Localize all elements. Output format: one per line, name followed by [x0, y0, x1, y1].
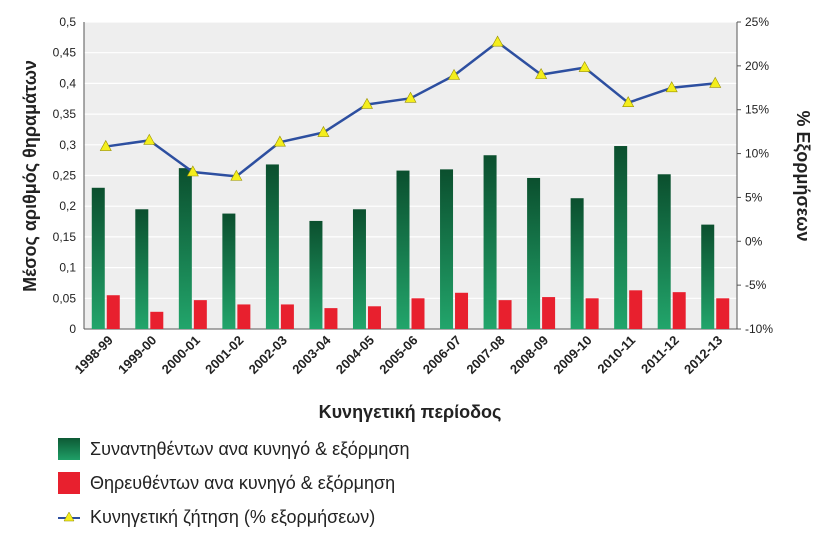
- demand-marker: [491, 35, 504, 47]
- y2-tick-label: -10%: [745, 322, 773, 336]
- bar-harvested: [367, 306, 381, 329]
- x-tick-label: 2011-12: [638, 333, 682, 377]
- demand-marker: [622, 96, 635, 107]
- grid: [83, 21, 738, 330]
- demand-marker: [535, 68, 548, 79]
- demand-marker: [360, 97, 373, 109]
- bar-encountered: [527, 177, 541, 329]
- bar-encountered: [701, 224, 715, 329]
- y-tick-label: 0,05: [53, 291, 77, 305]
- bar-harvested: [280, 304, 294, 329]
- bar-harvested: [629, 290, 643, 329]
- y2-tick-label: 20%: [745, 59, 769, 73]
- y-tick-label: 0,5: [59, 15, 76, 29]
- line-triangle-icon: [58, 511, 80, 522]
- y-tick-label: 0,45: [53, 46, 77, 60]
- x-tick-label: 2005-06: [376, 333, 420, 377]
- x-tick-label: 2009-10: [550, 333, 594, 377]
- bar-harvested: [106, 295, 120, 329]
- bar-encountered: [91, 187, 105, 329]
- y-tick-label: 0,25: [53, 169, 77, 183]
- y-tick-label: 0,1: [59, 261, 76, 275]
- demand-marker: [448, 68, 461, 80]
- bar-harvested: [585, 298, 599, 329]
- legend-label-harvested: Θηρευθέντων ανα κυνηγό & εξόρμηση: [90, 472, 396, 493]
- bar-harvested: [237, 304, 251, 329]
- demand-marker: [404, 91, 417, 103]
- y-tick-label: 0,2: [59, 199, 76, 213]
- x-tick-label: 2008-09: [507, 333, 551, 377]
- bar-harvested: [542, 297, 556, 329]
- bar-harvested: [498, 300, 512, 329]
- x-tick-label: 2012-13: [681, 333, 725, 377]
- red-square-icon: [58, 472, 80, 494]
- green-square-icon: [58, 438, 80, 460]
- y-tick-label: 0,35: [53, 107, 77, 121]
- bar-encountered: [135, 209, 149, 329]
- bar-harvested: [411, 298, 425, 329]
- bar-encountered: [440, 169, 454, 329]
- bar-encountered: [265, 164, 279, 329]
- bar-encountered: [309, 220, 323, 329]
- y2-tick-label: 10%: [745, 147, 769, 161]
- bar-encountered: [222, 213, 236, 329]
- bar-harvested: [324, 308, 338, 329]
- demand-marker: [230, 169, 243, 181]
- demand-marker: [665, 81, 678, 93]
- bar-encountered: [352, 209, 366, 329]
- y-tick-label: 0,4: [59, 76, 76, 90]
- x-axis-title: Κυνηγετική περίοδος: [319, 402, 502, 422]
- demand-marker: [709, 76, 722, 88]
- x-tick-label: 2002-03: [246, 333, 290, 377]
- legend-label-encountered: Συναντηθέντων ανα κυνηγό & εξόρμηση: [90, 438, 410, 459]
- left-axis-ticks: 0 0,05 0,1 0,15 0,2 0,25 0,3 0,35 0,4 0,45 0,5: [53, 15, 77, 336]
- bar-harvested: [150, 311, 164, 329]
- legend-item-demand: Κυνηγετική ζήτηση (% εξορμήσεων): [58, 500, 409, 534]
- y-axis-title: Μέσος αριθμός θηραμάτων: [20, 60, 40, 292]
- bars: [91, 146, 730, 329]
- y2-axis-title: % Εξορμήσεων: [792, 110, 813, 241]
- y2-tick-label: 15%: [745, 103, 769, 117]
- bar-encountered: [570, 198, 584, 329]
- x-axis-ticks: 1998-99 1999-00 2000-01 2001-02 2002-03 2003-…: [72, 332, 726, 377]
- bar-encountered: [178, 168, 192, 329]
- demand-marker: [578, 60, 591, 72]
- demand-markers: [99, 35, 722, 181]
- x-tick-label: 2007-08: [463, 333, 507, 377]
- demand-marker: [186, 165, 199, 177]
- x-tick-label: 2010-11: [594, 333, 638, 377]
- x-tick-label: 2003-04: [289, 332, 334, 377]
- y2-tick-label: -5%: [745, 278, 767, 292]
- y2-tick-label: 25%: [745, 15, 769, 29]
- legend-item-encountered: Συναντηθέντων ανα κυνηγό & εξόρμηση: [58, 432, 409, 466]
- demand-marker: [143, 133, 156, 145]
- right-axis-ticks: -10% -5% 0% 5% 10% 15% 20% 25%: [737, 15, 773, 336]
- y2-tick-label: 5%: [745, 190, 763, 204]
- x-tick-label: 2001-02: [202, 333, 246, 377]
- bar-harvested: [672, 292, 686, 329]
- legend-label-demand: Κυνηγετική ζήτηση (% εξορμήσεων): [90, 506, 376, 527]
- x-tick-label: 1999-00: [115, 333, 159, 377]
- demand-marker: [273, 135, 286, 147]
- y-tick-label: 0,3: [59, 138, 76, 152]
- bar-harvested: [455, 292, 469, 329]
- bar-harvested: [716, 298, 730, 329]
- x-tick-label: 1998-99: [72, 333, 116, 377]
- x-tick-label: 2000-01: [159, 333, 203, 377]
- legend: Συναντηθέντων ανα κυνηγό & εξόρμηση Θηρε…: [58, 432, 409, 534]
- demand-marker: [99, 139, 112, 151]
- bar-encountered: [657, 174, 671, 329]
- y2-tick-label: 0%: [745, 234, 763, 248]
- y-tick-label: 0: [69, 322, 76, 336]
- bar-encountered: [614, 146, 628, 329]
- legend-item-harvested: Θηρευθέντων ανα κυνηγό & εξόρμηση: [58, 466, 409, 500]
- x-tick-label: 2006-07: [420, 333, 464, 377]
- bar-encountered: [396, 170, 410, 329]
- y-tick-label: 0,15: [53, 230, 77, 244]
- bar-encountered: [483, 155, 497, 329]
- x-tick-label: 2004-05: [333, 333, 377, 377]
- demand-marker: [317, 125, 330, 137]
- bar-harvested: [193, 300, 207, 329]
